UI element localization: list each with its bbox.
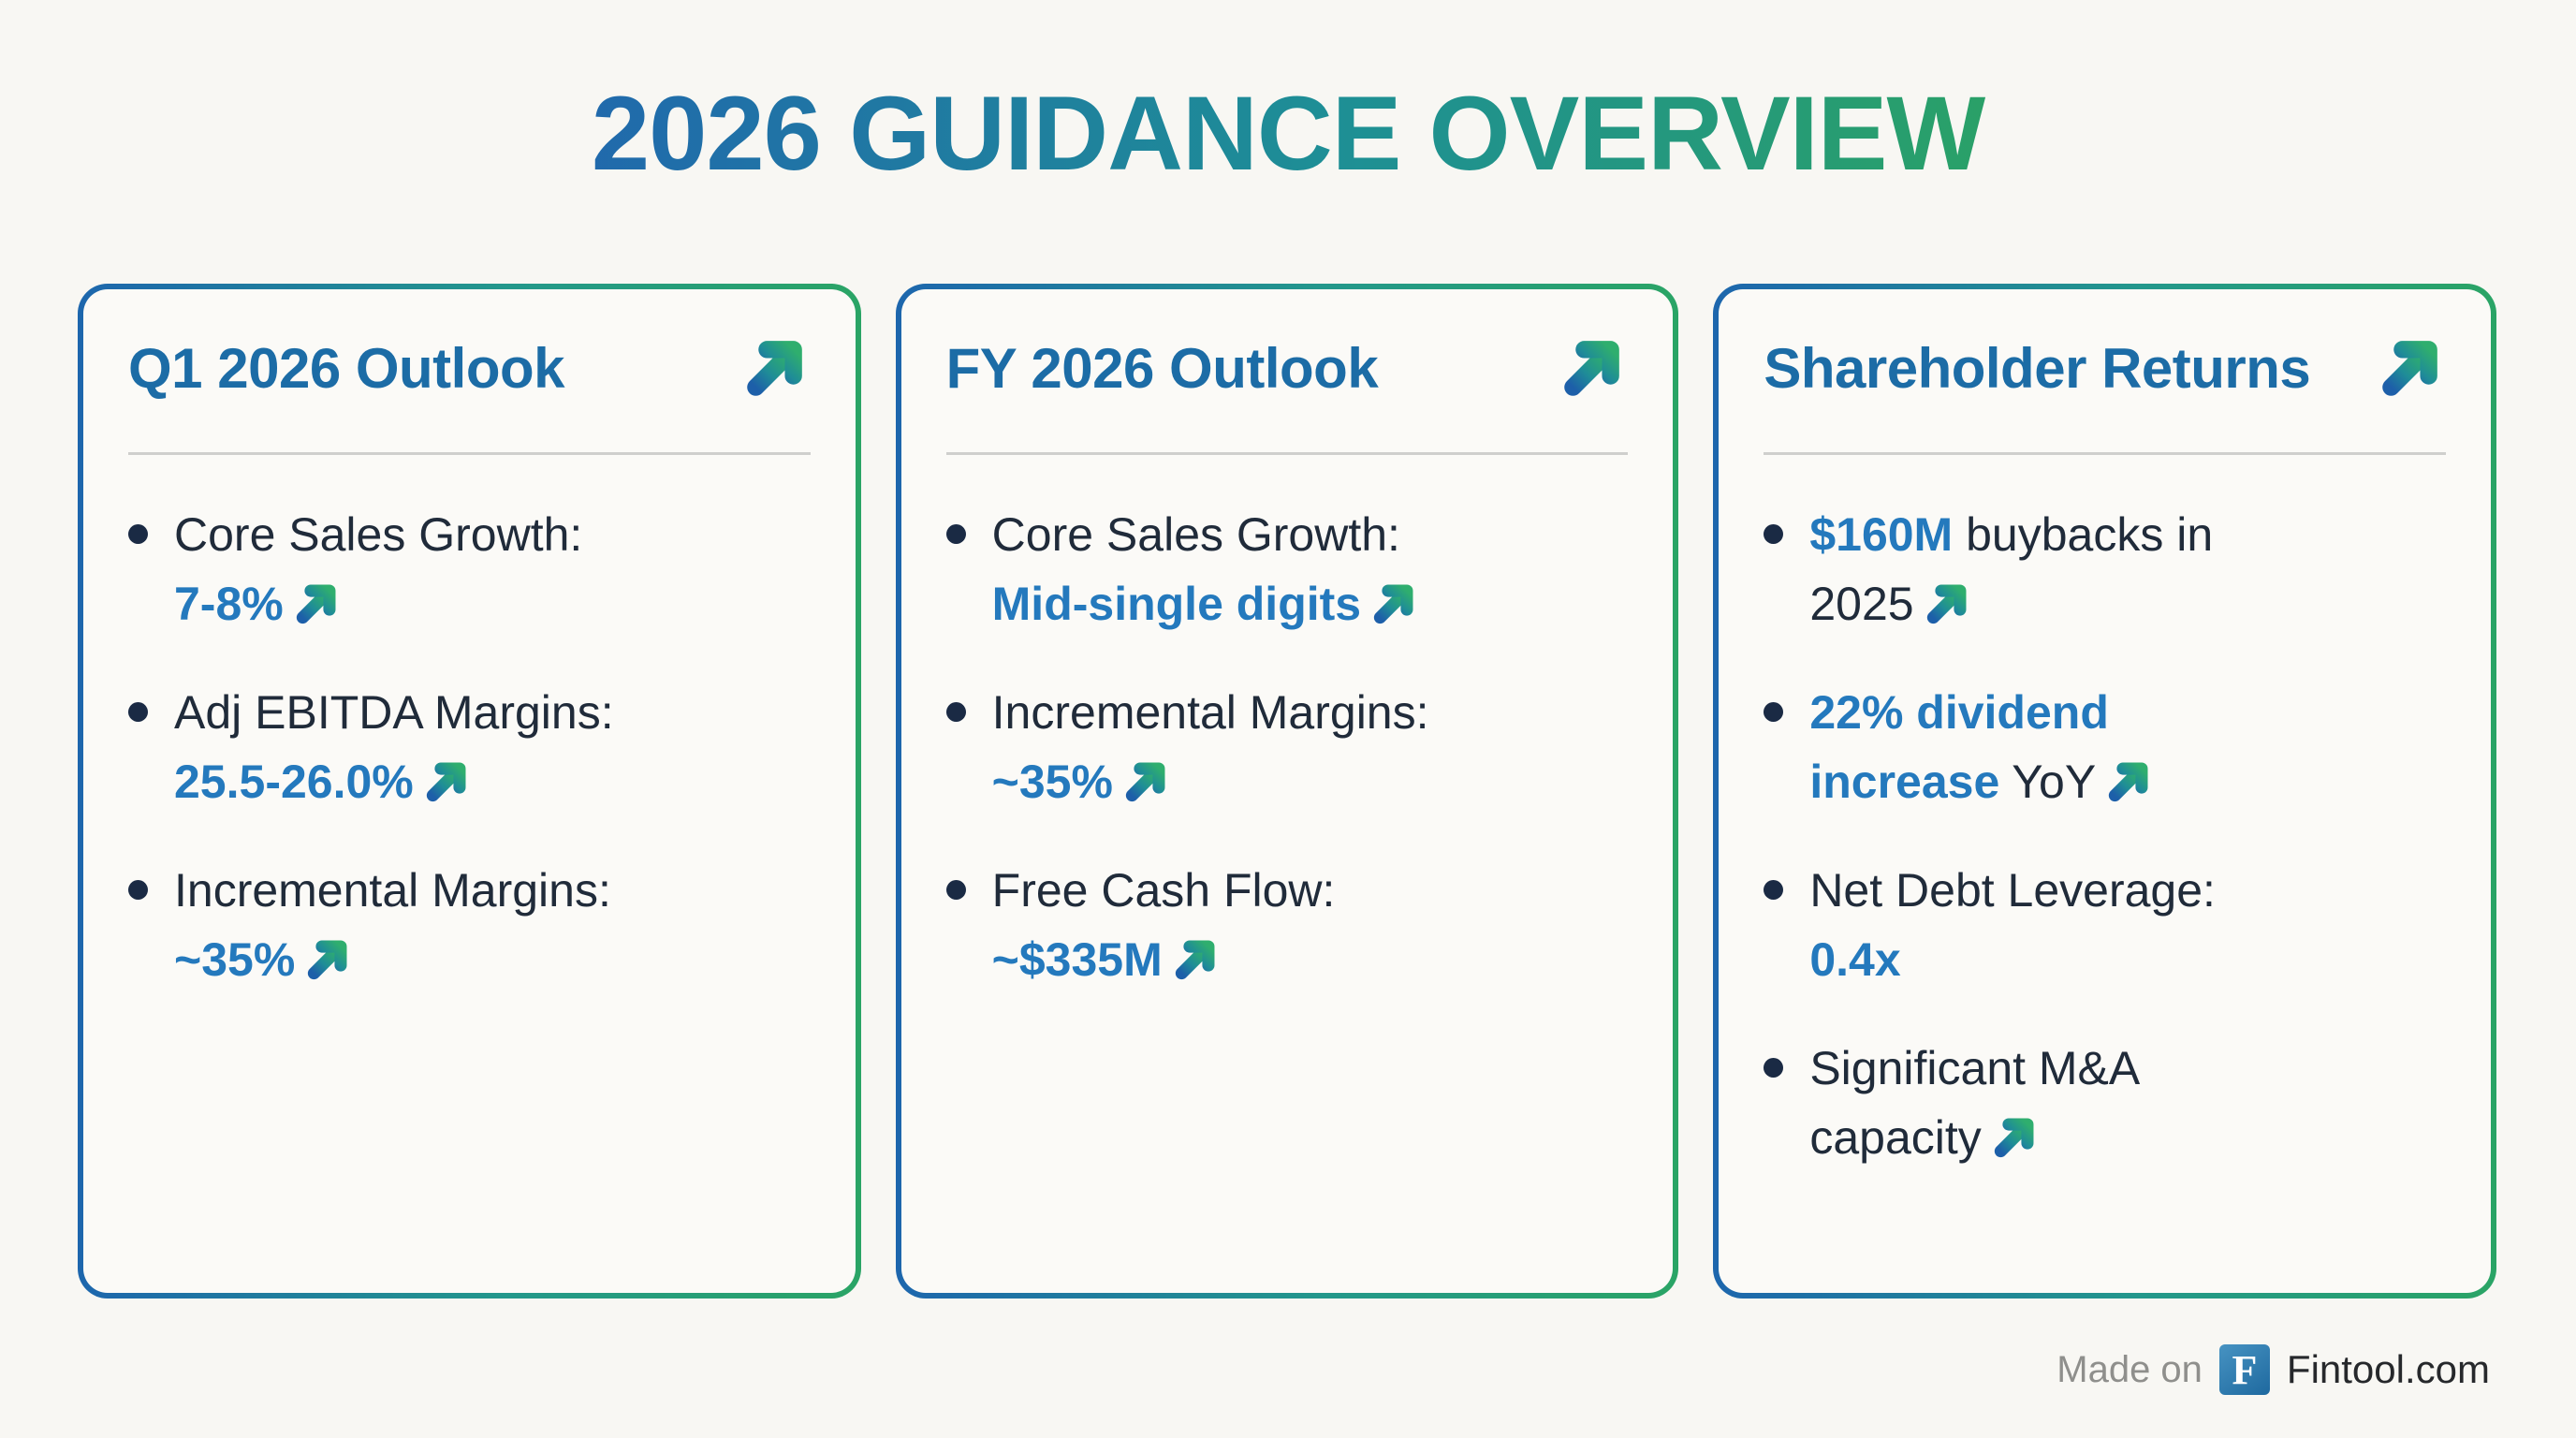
fintool-link[interactable]: Fintool.com <box>2286 1347 2490 1391</box>
divider <box>128 452 811 455</box>
card-title: Shareholder Returns <box>1764 336 2311 400</box>
list-item: Core Sales Growth: 7-8% <box>128 500 811 638</box>
metric-value: ~35% <box>174 933 296 986</box>
metric-value: 7-8% <box>174 578 284 630</box>
card-title: Q1 2026 Outlook <box>128 336 565 400</box>
card-header: FY 2026 Outlook <box>946 332 1629 404</box>
footer-watermark: Made on F Fintool.com <box>2056 1344 2490 1395</box>
metric-label: Net Debt Leverage: <box>1809 864 2216 917</box>
metric-list: Core Sales Growth: 7-8% Adj EBITDA Margin… <box>128 500 811 994</box>
bullet-dot-icon <box>128 880 148 900</box>
bullet-dot-icon <box>1764 702 1784 722</box>
metric-list: Core Sales Growth: Mid-single digits Incr… <box>945 500 1629 994</box>
metric-label: Adj EBITDA Margins: <box>174 686 614 739</box>
list-item: Incremental Margins: ~35% <box>945 678 1629 816</box>
metric-value: 0.4x <box>1809 933 1901 986</box>
metric-label: Core Sales Growth: <box>174 508 583 561</box>
fintool-f-badge-icon[interactable]: F <box>2218 1344 2270 1395</box>
metric-value: Mid-single digits <box>991 578 1362 630</box>
list-item: Adj EBITDA Margins: 25.5-26.0% <box>128 678 811 816</box>
card-header: Shareholder Returns <box>1764 332 2446 404</box>
list-item: 22% dividend increase YoY <box>1764 678 2446 816</box>
list-item: Incremental Margins: ~35% <box>128 856 811 994</box>
metric-text: buybacks in 2025 <box>1809 508 2214 630</box>
page-title: 2026 GUIDANCE OVERVIEW <box>0 73 2576 194</box>
list-item: Core Sales Growth: Mid-single digits <box>945 500 1629 638</box>
cards-row: Q1 2026 Outlook Core Sales Growth: 7-8% A… <box>78 284 2496 1299</box>
trend-up-icon <box>291 579 342 629</box>
metric-text: YoY <box>2012 756 2097 808</box>
bullet-dot-icon <box>128 702 148 722</box>
trend-up-icon <box>1120 756 1171 807</box>
list-item: Significant M&A capacity <box>1764 1034 2446 1172</box>
list-item: $160M buybacks in 2025 <box>1764 500 2446 638</box>
metric-list: $160M buybacks in 2025 22% dividend incr… <box>1764 500 2446 1172</box>
metric-text: Significant M&A capacity <box>1809 1042 2138 1164</box>
bullet-dot-icon <box>1764 880 1784 900</box>
metric-value: 25.5-26.0% <box>174 756 414 808</box>
card-header: Q1 2026 Outlook <box>128 332 811 404</box>
trend-up-icon <box>2103 756 2154 807</box>
trend-up-icon <box>1557 332 1628 404</box>
metric-value: $160M <box>1809 508 1954 561</box>
list-item: Net Debt Leverage: 0.4x <box>1764 856 2446 994</box>
made-on-label: Made on <box>2056 1348 2203 1390</box>
trend-up-icon <box>302 934 353 985</box>
trend-up-icon <box>739 332 811 404</box>
bullet-dot-icon <box>1764 524 1784 544</box>
metric-label: Incremental Margins: <box>991 686 1429 739</box>
bullet-dot-icon <box>1764 1058 1784 1078</box>
trend-up-icon <box>421 756 472 807</box>
divider <box>1764 452 2446 455</box>
metric-value: 22% dividend increase <box>1809 686 2109 808</box>
metric-value: ~35% <box>991 756 1113 808</box>
trend-up-icon <box>1170 934 1221 985</box>
card-q1-2026-outlook: Q1 2026 Outlook Core Sales Growth: 7-8% A… <box>78 284 861 1299</box>
bullet-dot-icon <box>945 524 966 544</box>
trend-up-icon <box>2375 332 2446 404</box>
metric-label: Incremental Margins: <box>174 864 611 917</box>
bullet-dot-icon <box>128 524 148 544</box>
divider <box>945 452 1629 455</box>
metric-label: Free Cash Flow: <box>991 864 1336 917</box>
trend-up-icon <box>1368 579 1419 629</box>
card-fy-2026-outlook: FY 2026 Outlook Core Sales Growth: Mid-si… <box>895 284 1679 1299</box>
metric-label: Core Sales Growth: <box>991 508 1400 561</box>
trend-up-icon <box>1922 579 1972 629</box>
card-title: FY 2026 Outlook <box>945 336 1379 400</box>
bullet-dot-icon <box>945 702 966 722</box>
metric-value: ~$335M <box>991 933 1163 986</box>
trend-up-icon <box>1989 1112 2040 1163</box>
card-shareholder-returns: Shareholder Returns $160M buybacks in 20… <box>1713 284 2496 1299</box>
list-item: Free Cash Flow: ~$335M <box>945 856 1629 994</box>
bullet-dot-icon <box>945 880 966 900</box>
